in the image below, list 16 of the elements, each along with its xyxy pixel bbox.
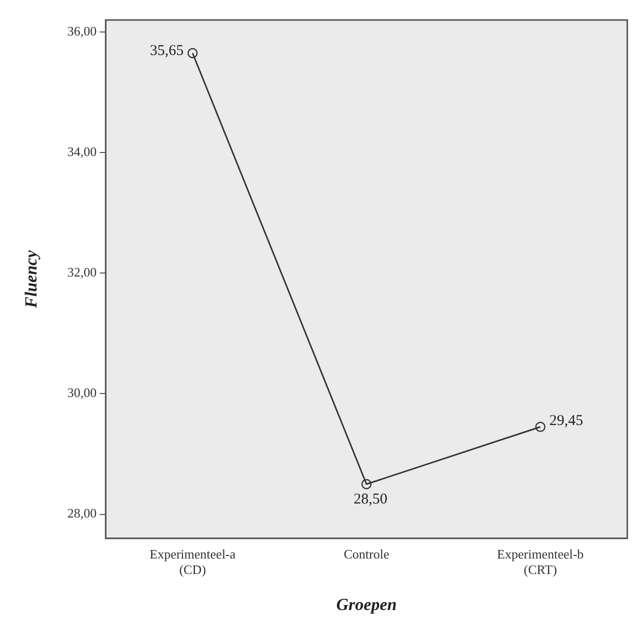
x-tick-label: Experimenteel-a (CD) — [150, 546, 236, 578]
y-tick-label: 32,00 — [67, 264, 97, 280]
point — [187, 48, 198, 58]
y-tick-label: 34,00 — [67, 144, 97, 160]
y-tick-label: 28,00 — [67, 506, 97, 521]
x-tick-label: Controle — [344, 546, 390, 562]
y-tick-label: 36,00 — [67, 23, 97, 38]
y-axis-title: Fluency — [22, 250, 41, 310]
data-label: 35,65 — [150, 43, 184, 60]
data-label: 29,45 — [549, 412, 584, 429]
point — [361, 479, 372, 490]
point — [535, 422, 546, 432]
y-tick-label: 30,00 — [67, 385, 97, 400]
x-tick-label: Experimenteel-b (CRT) — [497, 546, 584, 578]
data-label: 28,50 — [354, 492, 388, 508]
x-axis-title: Groepen — [336, 595, 397, 614]
